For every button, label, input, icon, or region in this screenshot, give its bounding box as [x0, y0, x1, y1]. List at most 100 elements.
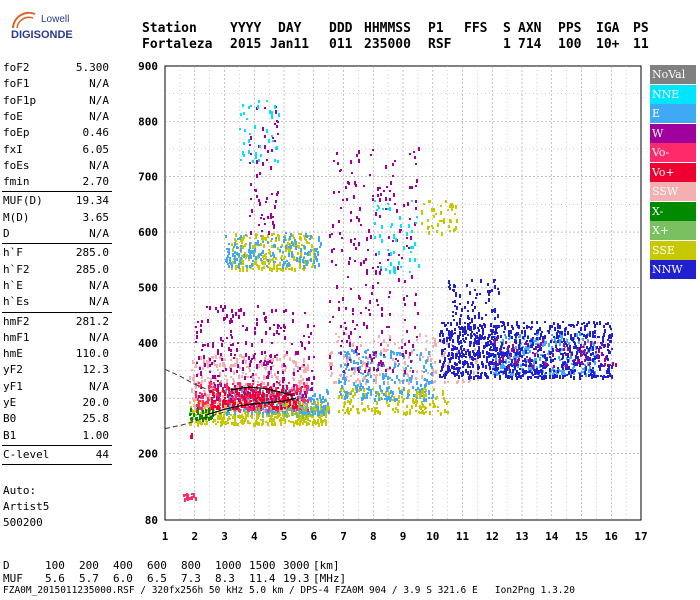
echo-point-nne — [394, 271, 396, 274]
echo-point-e — [391, 379, 393, 381]
y-tick-label: 300 — [138, 392, 158, 405]
echo-point-nnw — [575, 355, 577, 359]
echo-point-e — [500, 365, 502, 369]
echo-point-nnw — [479, 334, 481, 337]
echo-point-nnw — [448, 331, 450, 333]
echo-point-e — [283, 411, 285, 414]
echo-point-sse — [449, 205, 451, 208]
echo-point-sse — [357, 408, 359, 412]
echo-point-nnw — [557, 330, 559, 333]
echo-point-nnw — [452, 289, 454, 291]
echo-point-sse — [273, 266, 275, 268]
echo-point-nnw — [603, 344, 605, 348]
echo-point-nnw — [534, 333, 536, 335]
echo-point-w — [278, 333, 280, 335]
header-line1-6: FFS — [464, 21, 488, 36]
echo-point-e — [274, 244, 276, 248]
echo-point-ssw — [263, 382, 265, 385]
echo-point-nnw — [459, 334, 461, 336]
echo-point-sse — [340, 388, 342, 392]
echo-point-ssw — [408, 356, 410, 359]
legend-item-sse: SSE — [650, 240, 696, 260]
echo-point-w — [604, 363, 606, 366]
echo-point-vo — [200, 384, 202, 388]
echo-point-ssw — [353, 372, 355, 375]
echo-point-e — [326, 389, 328, 393]
echo-point-sse — [260, 419, 262, 421]
echo-point-vo — [210, 386, 212, 388]
echo-point-nnw — [579, 373, 581, 376]
echo-point-w — [207, 343, 209, 347]
echo-point-nnw — [514, 339, 516, 343]
echo-point-w — [226, 337, 228, 339]
echo-point-e — [502, 339, 504, 342]
header-line1-0: Station — [142, 21, 197, 36]
echo-point-sse — [278, 235, 280, 239]
echo-point-w — [403, 204, 405, 207]
x-tick-label: 2 — [191, 530, 198, 543]
echo-point-e — [262, 241, 264, 243]
echo-point-nnw — [542, 361, 544, 364]
echo-point-nnw — [467, 310, 469, 312]
echo-point-nnw — [482, 350, 484, 354]
echo-point-ssw — [446, 342, 448, 345]
echo-point-ssw — [239, 367, 241, 369]
echo-point-sse — [440, 211, 442, 215]
echo-point-w — [248, 356, 250, 360]
param-value: N/A — [89, 158, 109, 172]
echo-point-sse — [338, 395, 340, 399]
echo-point-x — [205, 417, 207, 420]
echo-point-e — [290, 233, 292, 236]
echo-point-sse — [221, 422, 223, 426]
echo-point-nnw — [574, 333, 576, 337]
echo-point-ssw — [307, 364, 309, 368]
echo-point-x — [190, 408, 192, 412]
echo-point-nnw — [526, 325, 528, 329]
echo-point-nnw — [576, 324, 578, 326]
echo-point-w — [581, 361, 583, 365]
echo-point-ssw — [219, 356, 221, 359]
echo-point-w — [507, 357, 509, 359]
echo-point-nnw — [548, 330, 550, 334]
echo-point-e — [258, 254, 260, 258]
param-name: foF1p — [3, 93, 37, 107]
echo-point-nnw — [563, 338, 565, 342]
echo-point-w — [256, 160, 258, 164]
echo-point-sse — [312, 421, 314, 424]
echo-point-sse — [271, 259, 273, 261]
echo-point-w — [508, 365, 510, 369]
echo-point-vo — [259, 397, 261, 401]
echo-point-w — [383, 190, 385, 192]
echo-point-x — [306, 403, 308, 407]
echo-point-e — [236, 252, 238, 255]
echo-point-nnw — [507, 350, 509, 354]
echo-point-ssw — [422, 356, 424, 358]
echo-point-vo — [306, 400, 308, 402]
echo-point-sse — [325, 414, 327, 418]
echo-point-e — [385, 373, 387, 377]
echo-point-nnw — [485, 302, 487, 304]
echo-point-ssw — [432, 337, 434, 339]
echo-point-e — [536, 352, 538, 354]
echo-point-ssw — [358, 357, 360, 360]
echo-point-sse — [271, 233, 273, 236]
echo-point-nnw — [510, 363, 512, 366]
echo-point-vo — [253, 406, 255, 410]
echo-point-nnw — [503, 371, 505, 374]
echo-point-vo — [253, 398, 255, 401]
echo-point-nnw — [479, 376, 481, 379]
echo-point-sse — [374, 410, 376, 412]
echo-point-nnw — [584, 328, 586, 331]
echo-point-w — [265, 201, 267, 203]
echo-point-ssw — [394, 343, 396, 345]
echo-point-sse — [447, 209, 449, 211]
echo-point-nnw — [449, 359, 451, 363]
echo-point-sse — [255, 233, 257, 237]
echo-point-nnw — [610, 340, 612, 343]
echo-point-e — [367, 372, 369, 376]
echo-point-e — [228, 412, 230, 415]
echo-point-w — [264, 145, 266, 149]
echo-point-w — [229, 320, 231, 324]
x-tick-label: 10 — [426, 530, 439, 543]
echo-point-sse — [421, 210, 423, 213]
